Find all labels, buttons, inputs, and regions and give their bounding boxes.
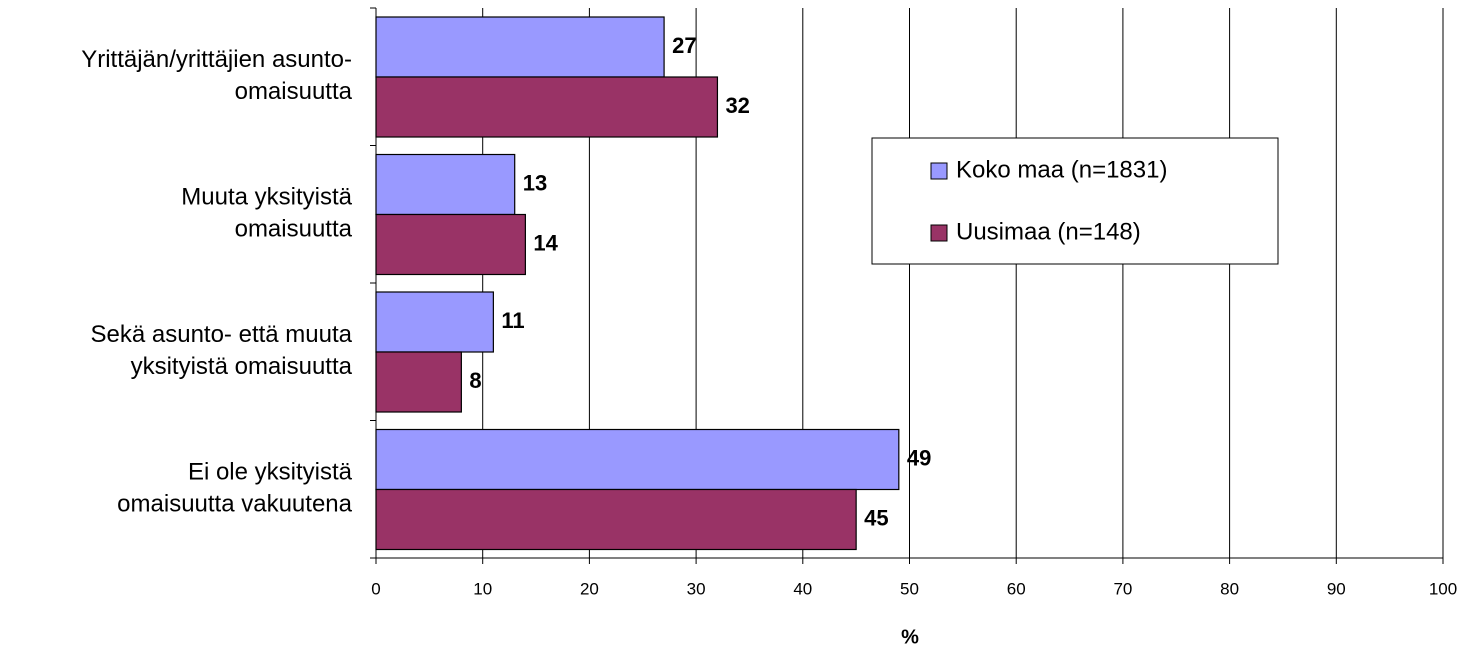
bar	[375, 291, 494, 353]
bar	[375, 76, 719, 138]
value-label: 8	[469, 368, 481, 393]
y-tick-label: Muuta yksityistä	[181, 184, 352, 211]
value-label: 45	[864, 505, 888, 530]
legend-swatch	[930, 162, 948, 180]
x-tick-label: 0	[371, 579, 380, 598]
bar	[375, 351, 462, 413]
bar	[375, 153, 516, 216]
x-tick-label: 20	[580, 579, 599, 598]
legend-box	[871, 137, 1279, 265]
value-label: 49	[907, 445, 931, 470]
x-tick-label: 70	[1113, 579, 1132, 598]
value-label: 27	[672, 33, 696, 58]
x-tick-label: 100	[1429, 579, 1457, 598]
legend-swatch	[930, 224, 948, 242]
x-tick-label: 10	[473, 579, 492, 598]
y-tick-label: Yrittäjän/yrittäjien asunto-	[81, 46, 352, 73]
value-label: 32	[725, 93, 749, 118]
bar	[375, 488, 857, 551]
bar	[375, 428, 900, 491]
value-label: 13	[523, 170, 547, 195]
y-tick-label: omaisuutta	[235, 216, 353, 243]
y-tick-label: omaisuutta	[235, 78, 353, 105]
x-tick-label: 30	[687, 579, 706, 598]
x-tick-label: 90	[1327, 579, 1346, 598]
x-tick-label: 60	[1007, 579, 1026, 598]
y-tick-label: yksityistä omaisuutta	[131, 353, 353, 380]
x-tick-label: 40	[793, 579, 812, 598]
x-axis-label: %	[901, 626, 919, 648]
bar	[375, 213, 526, 276]
value-label: 14	[533, 230, 558, 255]
x-tick-label: 50	[900, 579, 919, 598]
x-tick-label: 80	[1220, 579, 1239, 598]
y-tick-label: Ei ole yksityistä	[188, 459, 353, 486]
y-tick-label: omaisuutta vakuutena	[117, 491, 352, 518]
legend-label: Uusimaa (n=148)	[956, 218, 1141, 245]
value-label: 11	[501, 308, 524, 333]
legend-label: Koko maa (n=1831)	[956, 156, 1167, 183]
y-tick-label: Sekä asunto- että muuta	[91, 321, 353, 348]
bar	[375, 16, 665, 78]
